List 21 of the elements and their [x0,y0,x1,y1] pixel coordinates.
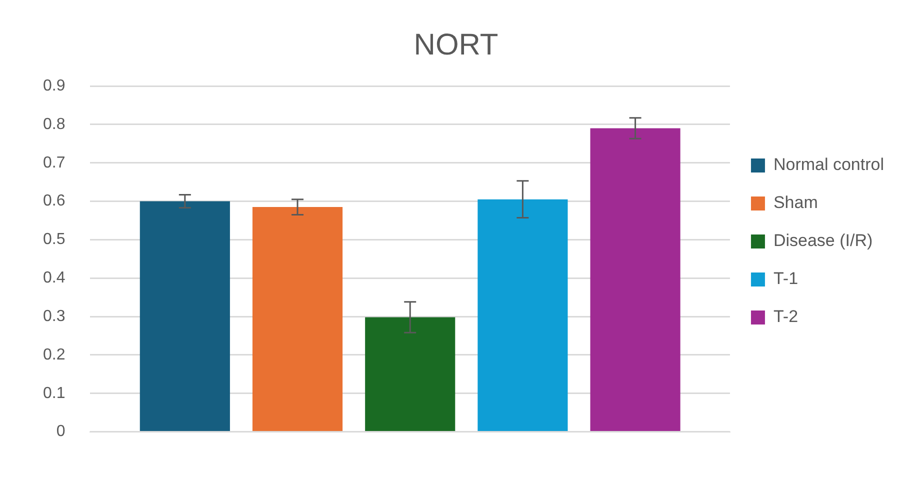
legend-label: Disease (I/R) [773,231,873,250]
legend-label: T-1 [773,269,798,288]
y-tick-label: 0.1 [42,384,66,402]
y-tick-label: 0.9 [42,77,66,94]
y-tick-label: 0.7 [42,154,66,172]
bar [140,201,230,432]
legend-label: T-2 [773,307,798,326]
y-tick-label: 0.3 [42,308,66,325]
bar [478,199,568,432]
bar [365,317,456,432]
bar [252,207,343,432]
chart-title: NORT [414,28,498,62]
y-tick-label: 0.5 [42,231,66,248]
legend-label: Normal control [773,155,884,174]
y-tick-label: 0.2 [42,346,66,364]
y-tick-label: 0.8 [42,116,66,133]
y-tick-label: 0.6 [42,192,66,210]
legend-label: Sham [773,193,818,212]
y-tick-label: 0 [56,423,66,440]
y-tick-label: 0.4 [42,270,66,287]
bar [590,128,680,432]
